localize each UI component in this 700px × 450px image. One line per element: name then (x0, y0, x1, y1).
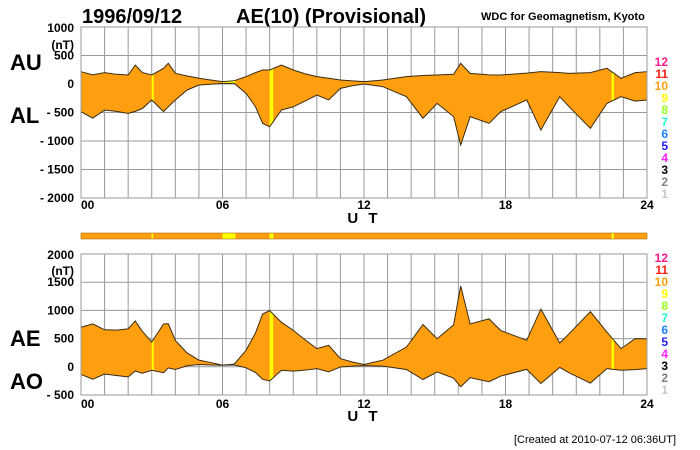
ao-label: AO (10, 369, 43, 394)
x-tick-label: 06 (216, 198, 230, 212)
x-tick-label: 18 (499, 198, 513, 212)
legend-item: 6 (661, 127, 668, 141)
ae-label: AE (10, 326, 41, 351)
chart-date: 1996/09/12 (82, 6, 182, 28)
y-tick-label: - 500 (47, 106, 75, 120)
legend-item: 1 (661, 383, 668, 397)
y-tick-label: 0 (67, 77, 74, 91)
station-count-segment (153, 233, 223, 239)
series-line-au (80, 62, 648, 83)
station-count-segment (81, 233, 152, 239)
series-line-ao (80, 363, 648, 388)
station-count-bar-frame (80, 232, 648, 240)
legend-item: 12 (655, 55, 669, 69)
legend-item: 7 (661, 115, 668, 129)
y-tick-label: 1000 (47, 303, 74, 317)
x-tick-label: 00 (81, 198, 95, 212)
chart-title: AE(10) (Provisional) (236, 6, 426, 28)
x-tick-label: 24 (640, 397, 654, 411)
legend-item: 4 (661, 151, 668, 165)
x-tick-label: 06 (216, 397, 230, 411)
reduced-station-stripe (269, 63, 274, 145)
range-area (81, 285, 647, 387)
series-line-al (80, 82, 648, 147)
y-tick-label: - 500 (47, 388, 75, 402)
station-count-segment (269, 233, 274, 239)
range-area (81, 63, 647, 145)
x-tick-label: 18 (499, 397, 513, 411)
al-label: AL (10, 103, 39, 128)
legend-item: 10 (655, 79, 669, 93)
y-tick-label: 500 (54, 332, 74, 346)
bottom-y-unit: (nT) (51, 264, 74, 278)
station-count-segment (235, 233, 270, 239)
plot-frame (80, 253, 648, 396)
legend-item: 8 (661, 299, 668, 313)
x-tick-label: 12 (357, 198, 371, 212)
legend-item: 3 (661, 163, 668, 177)
legend-item: 4 (661, 347, 668, 361)
y-tick-label: - 1500 (40, 163, 74, 177)
y-tick-label: 1500 (47, 275, 74, 289)
reduced-station-stripe (222, 285, 236, 387)
legend-item: 1 (661, 187, 668, 201)
station-count-segment (611, 233, 614, 239)
reduced-station-stripe (611, 285, 614, 387)
legend-item: 5 (661, 139, 668, 153)
legend-item: 11 (655, 263, 668, 277)
legend-item: 11 (655, 67, 668, 81)
legend-item: 6 (661, 323, 668, 337)
legend-item: 2 (661, 371, 668, 385)
created-timestamp: [Created at 2010-07-12 06:36UT] (514, 434, 676, 446)
station-count-segment (151, 233, 154, 239)
legend-item: 8 (661, 103, 668, 117)
y-tick-label: 1000 (47, 21, 74, 35)
legend-item: 12 (655, 251, 669, 265)
bottom-x-axis-label: U T (347, 408, 380, 425)
y-tick-label: 2000 (47, 248, 74, 262)
reduced-station-stripe (269, 285, 274, 387)
y-tick-label: - 1000 (40, 134, 74, 148)
au-label: AU (10, 50, 42, 75)
legend-item: 10 (655, 275, 669, 289)
x-tick-label: 12 (357, 397, 371, 411)
top-x-axis-label: U T (347, 210, 380, 227)
legend-item: 5 (661, 335, 668, 349)
y-tick-label: 500 (54, 49, 74, 63)
top-y-unit: (nT) (51, 38, 74, 52)
series-line-ae (80, 285, 648, 366)
station-count-bar (80, 232, 648, 240)
y-tick-label: 0 (67, 360, 74, 374)
chart-source: WDC for Geomagnetism, Kyoto (481, 11, 645, 23)
legend-item: 3 (661, 359, 668, 373)
station-count-segment (613, 233, 647, 239)
plot-frame (80, 26, 648, 199)
y-tick-label: - 2000 (40, 191, 74, 205)
x-tick-label: 24 (640, 198, 654, 212)
legend-item: 9 (661, 287, 668, 301)
station-count-segment (222, 233, 236, 239)
legend-item: 9 (661, 91, 668, 105)
x-tick-label: 00 (81, 397, 95, 411)
legend-item: 7 (661, 311, 668, 325)
legend-item: 2 (661, 175, 668, 189)
station-count-segment (273, 233, 612, 239)
